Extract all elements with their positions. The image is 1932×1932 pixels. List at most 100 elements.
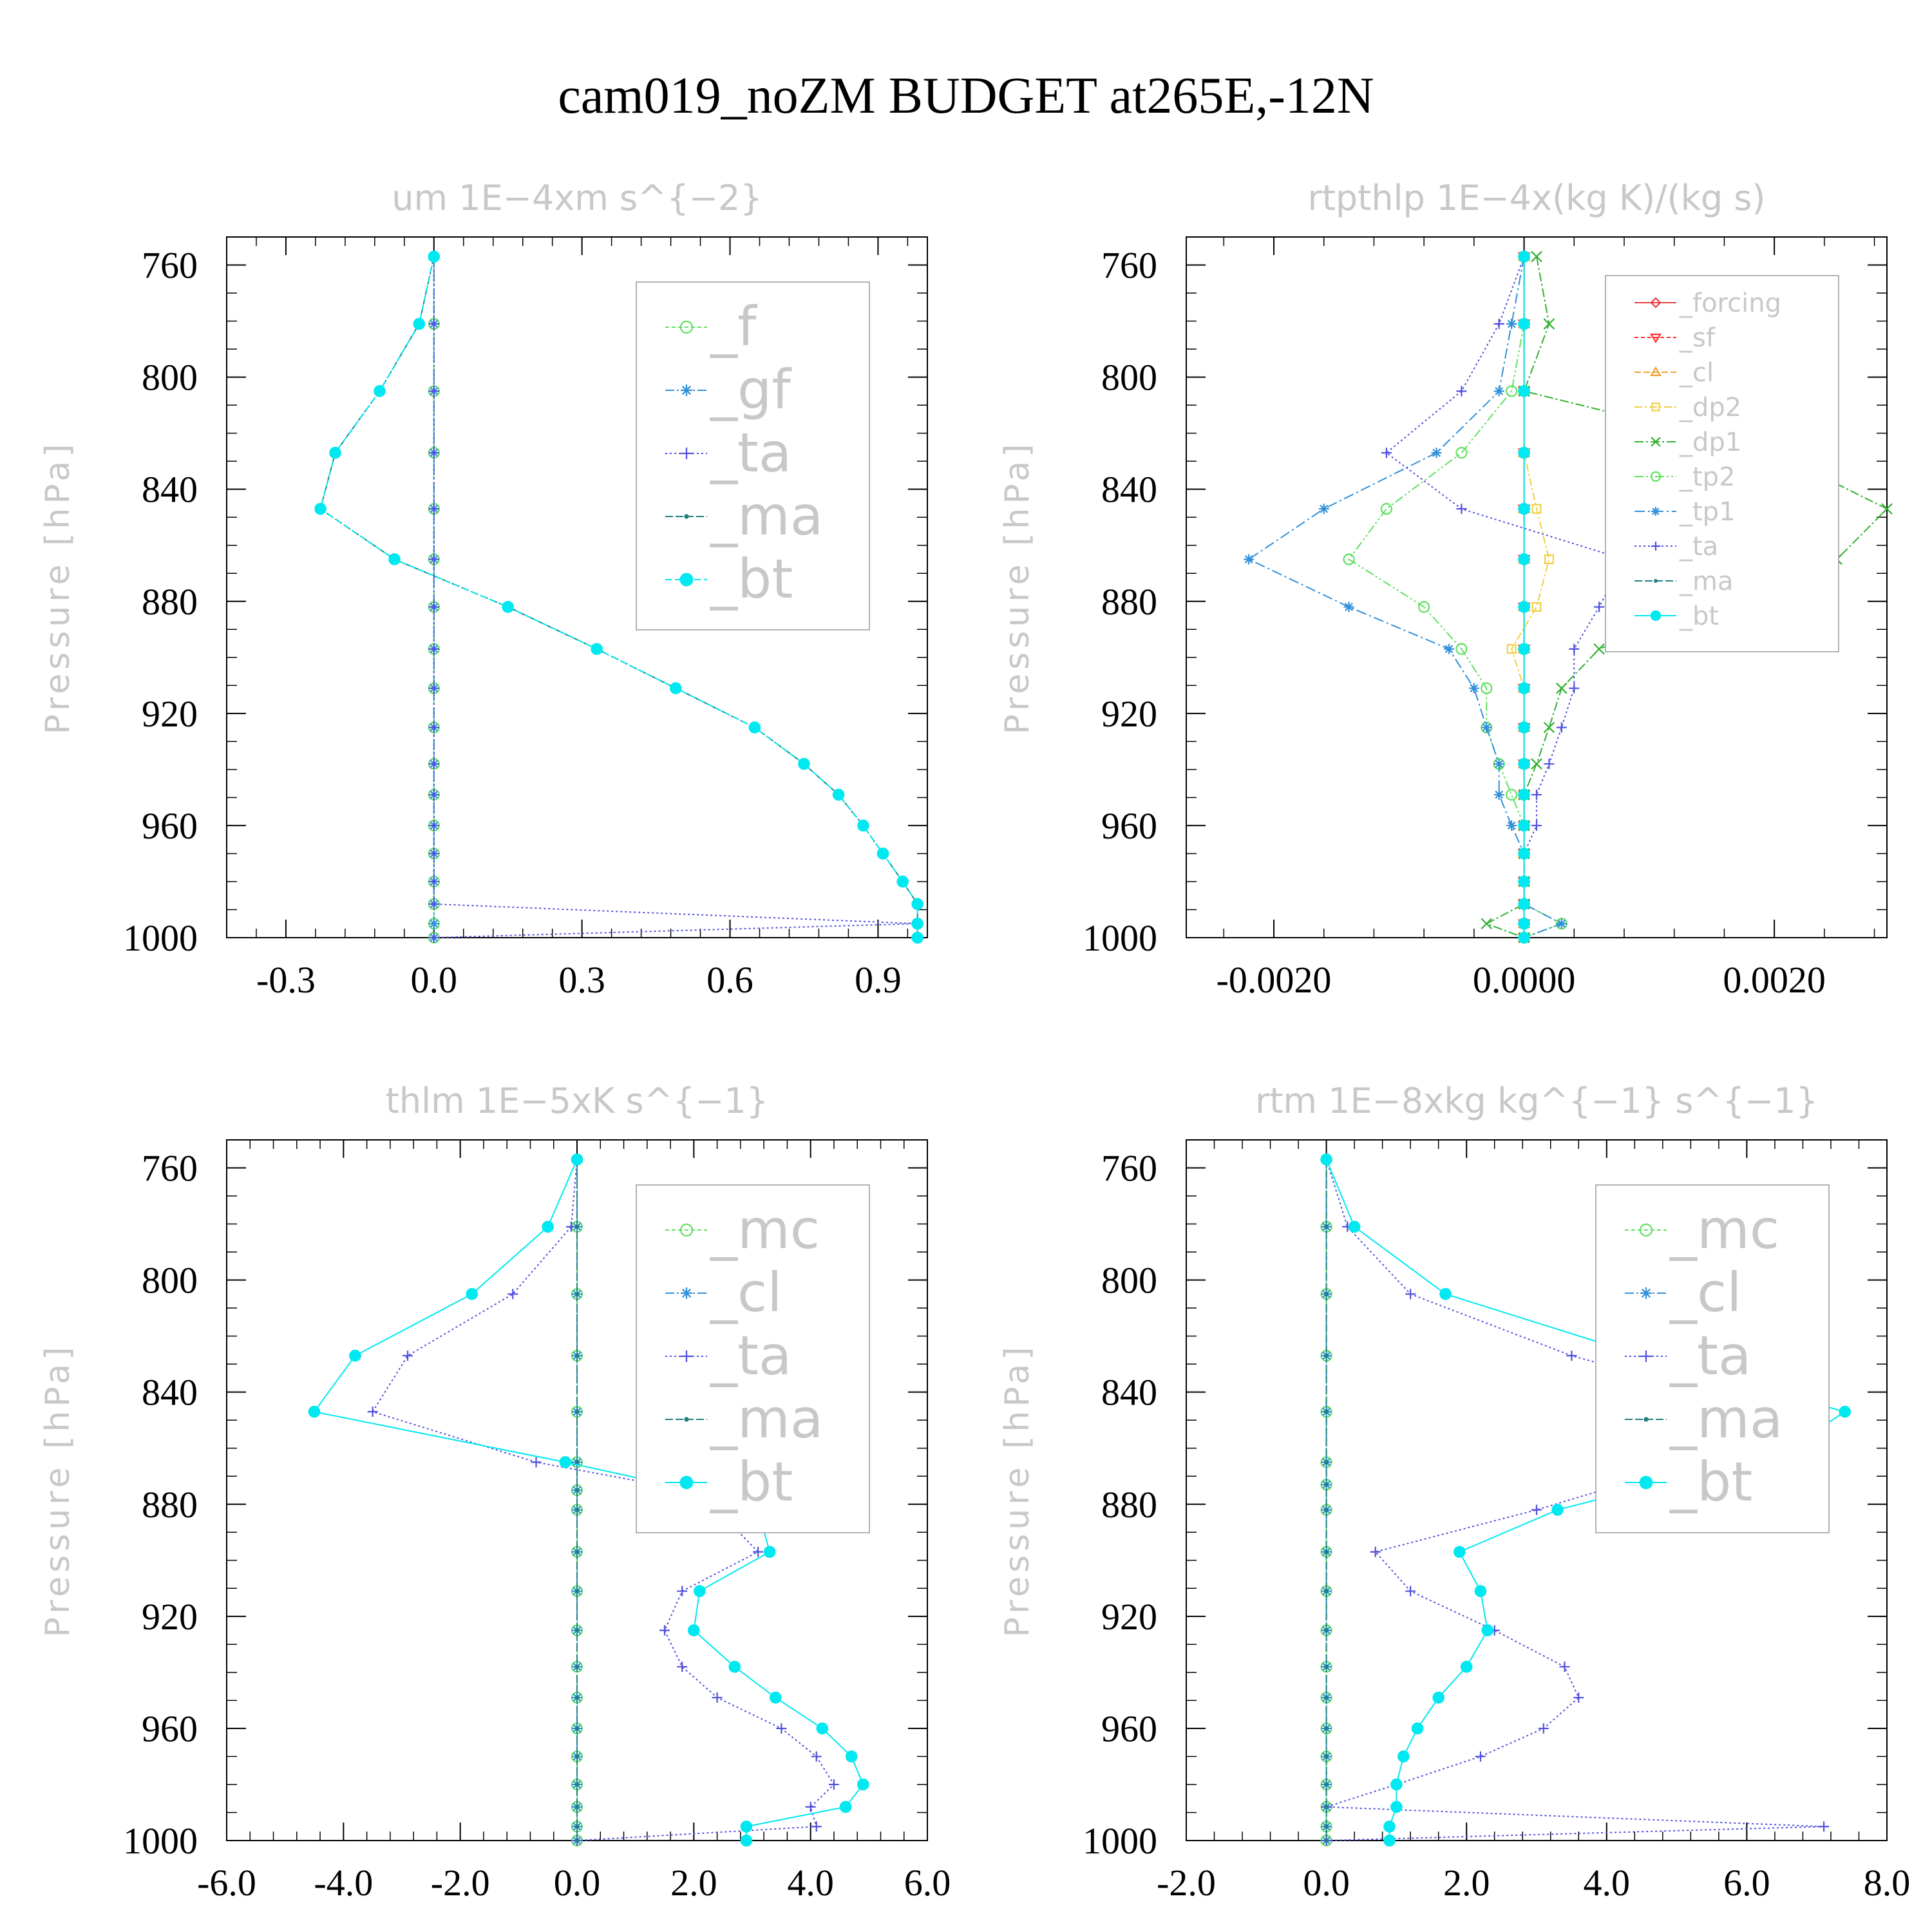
legend-label: _ma xyxy=(1669,1387,1783,1450)
data-point xyxy=(1531,758,1542,770)
data-point xyxy=(1324,1508,1329,1512)
data-point xyxy=(1569,643,1580,654)
data-point xyxy=(677,1662,688,1672)
data-point xyxy=(1493,386,1504,397)
x-tick-label: -2.0 xyxy=(431,1862,490,1904)
data-point xyxy=(798,757,810,770)
data-point xyxy=(1481,918,1493,930)
legend-swatch-marker xyxy=(1650,610,1662,621)
data-point xyxy=(1518,385,1530,397)
data-point xyxy=(1390,1801,1403,1814)
legend-swatch-marker xyxy=(1650,471,1662,482)
legend-label: _sf xyxy=(1679,323,1716,353)
y-tick-label: 840 xyxy=(1101,1372,1157,1414)
data-point xyxy=(911,917,923,930)
y-tick-label: 800 xyxy=(142,357,198,399)
data-point xyxy=(1455,447,1468,459)
legend-item-bt: _bt xyxy=(665,547,793,611)
data-point xyxy=(1343,601,1354,612)
data-point xyxy=(374,385,386,397)
legend-box xyxy=(636,1184,870,1533)
data-point xyxy=(1593,643,1605,655)
legend-item-mc: _mc xyxy=(665,1198,820,1261)
y-tick-label: 880 xyxy=(1101,1484,1157,1526)
legend-swatch-marker xyxy=(1640,1287,1652,1299)
data-point xyxy=(1454,1546,1466,1558)
data-point xyxy=(428,759,439,770)
data-point xyxy=(1370,1546,1381,1557)
data-point xyxy=(1405,1289,1416,1300)
data-point xyxy=(845,1750,858,1763)
legend-label: _gf xyxy=(710,358,792,421)
legend-item-cl: _cl xyxy=(1625,1261,1742,1324)
data-point xyxy=(1474,1585,1487,1597)
legend-swatch-marker xyxy=(1639,1475,1653,1490)
y-tick-label: 960 xyxy=(142,1708,198,1750)
data-point xyxy=(1324,1726,1329,1731)
data-point xyxy=(428,386,439,397)
data-point xyxy=(531,1457,542,1468)
data-point xyxy=(308,1405,321,1418)
y-tick-label: 1000 xyxy=(1083,917,1157,959)
data-point xyxy=(659,1625,670,1636)
legend-label: _ma xyxy=(710,484,823,547)
y-tick-label: 840 xyxy=(1101,469,1157,511)
x-tick-label: 0.0 xyxy=(411,959,458,1001)
x-tick-label: -6.0 xyxy=(197,1862,256,1904)
data-point xyxy=(1411,1722,1424,1735)
plot-frame xyxy=(1186,1139,1888,1841)
legend-label: _cl xyxy=(710,1261,782,1324)
data-point xyxy=(1460,1660,1473,1673)
data-point xyxy=(574,1824,580,1829)
data-point xyxy=(428,820,439,831)
data-point xyxy=(1506,820,1517,831)
legend-label: _f xyxy=(710,295,758,358)
data-point xyxy=(1348,1220,1361,1233)
y-tick-label: 920 xyxy=(142,693,198,735)
data-point xyxy=(1493,318,1504,329)
y-axis-label: Pressure [hPa] xyxy=(39,440,77,735)
legend-item-cl: _cl xyxy=(1634,358,1714,388)
data-point xyxy=(428,683,439,694)
legend-label: _cl xyxy=(1669,1261,1742,1324)
x-tick-label: -0.0020 xyxy=(1217,959,1332,1001)
x-tick-label: -4.0 xyxy=(314,1862,373,1904)
data-point xyxy=(574,1508,580,1512)
data-point xyxy=(1324,1292,1329,1296)
legend-label: _dp1 xyxy=(1679,428,1741,457)
data-point xyxy=(832,788,845,801)
data-point xyxy=(428,848,439,859)
x-tick-label: 0.0000 xyxy=(1473,959,1576,1001)
data-point xyxy=(1566,1350,1577,1361)
legend-swatch-marker xyxy=(1650,297,1662,308)
data-point xyxy=(677,1586,688,1596)
legend-swatch-marker xyxy=(681,448,692,459)
x-tick-label: 0.6 xyxy=(706,959,753,1001)
data-point xyxy=(1573,1692,1584,1703)
data-point xyxy=(688,1624,700,1636)
data-point xyxy=(1531,601,1542,612)
legend-swatch-marker xyxy=(684,514,689,519)
legend-swatch-marker xyxy=(679,1475,694,1490)
legend-item-bt: _bt xyxy=(1634,601,1719,631)
data-point xyxy=(876,848,889,860)
y-tick-label: 920 xyxy=(142,1596,198,1638)
y-tick-label: 960 xyxy=(1101,1708,1157,1750)
data-point xyxy=(502,601,515,613)
data-point xyxy=(1518,251,1530,263)
data-point xyxy=(816,1722,829,1735)
data-point xyxy=(769,1691,782,1704)
data-point xyxy=(1324,1824,1329,1829)
data-point xyxy=(694,1585,706,1597)
data-point xyxy=(1324,1460,1329,1464)
data-point xyxy=(1518,848,1530,860)
panels: um 1E−4xm s^{−2} Pressure [hPa] 760 800 840 8… xyxy=(39,178,1910,1904)
legend-item-ma: _ma xyxy=(1625,1387,1783,1450)
series-line xyxy=(433,256,918,938)
data-point xyxy=(1439,1288,1452,1300)
data-point xyxy=(1551,1504,1564,1516)
legend-item-ta: _ta xyxy=(665,421,791,484)
y-tick-label: 1000 xyxy=(123,1820,198,1862)
y-tick-label: 760 xyxy=(142,1148,198,1189)
data-point xyxy=(1320,1153,1332,1166)
